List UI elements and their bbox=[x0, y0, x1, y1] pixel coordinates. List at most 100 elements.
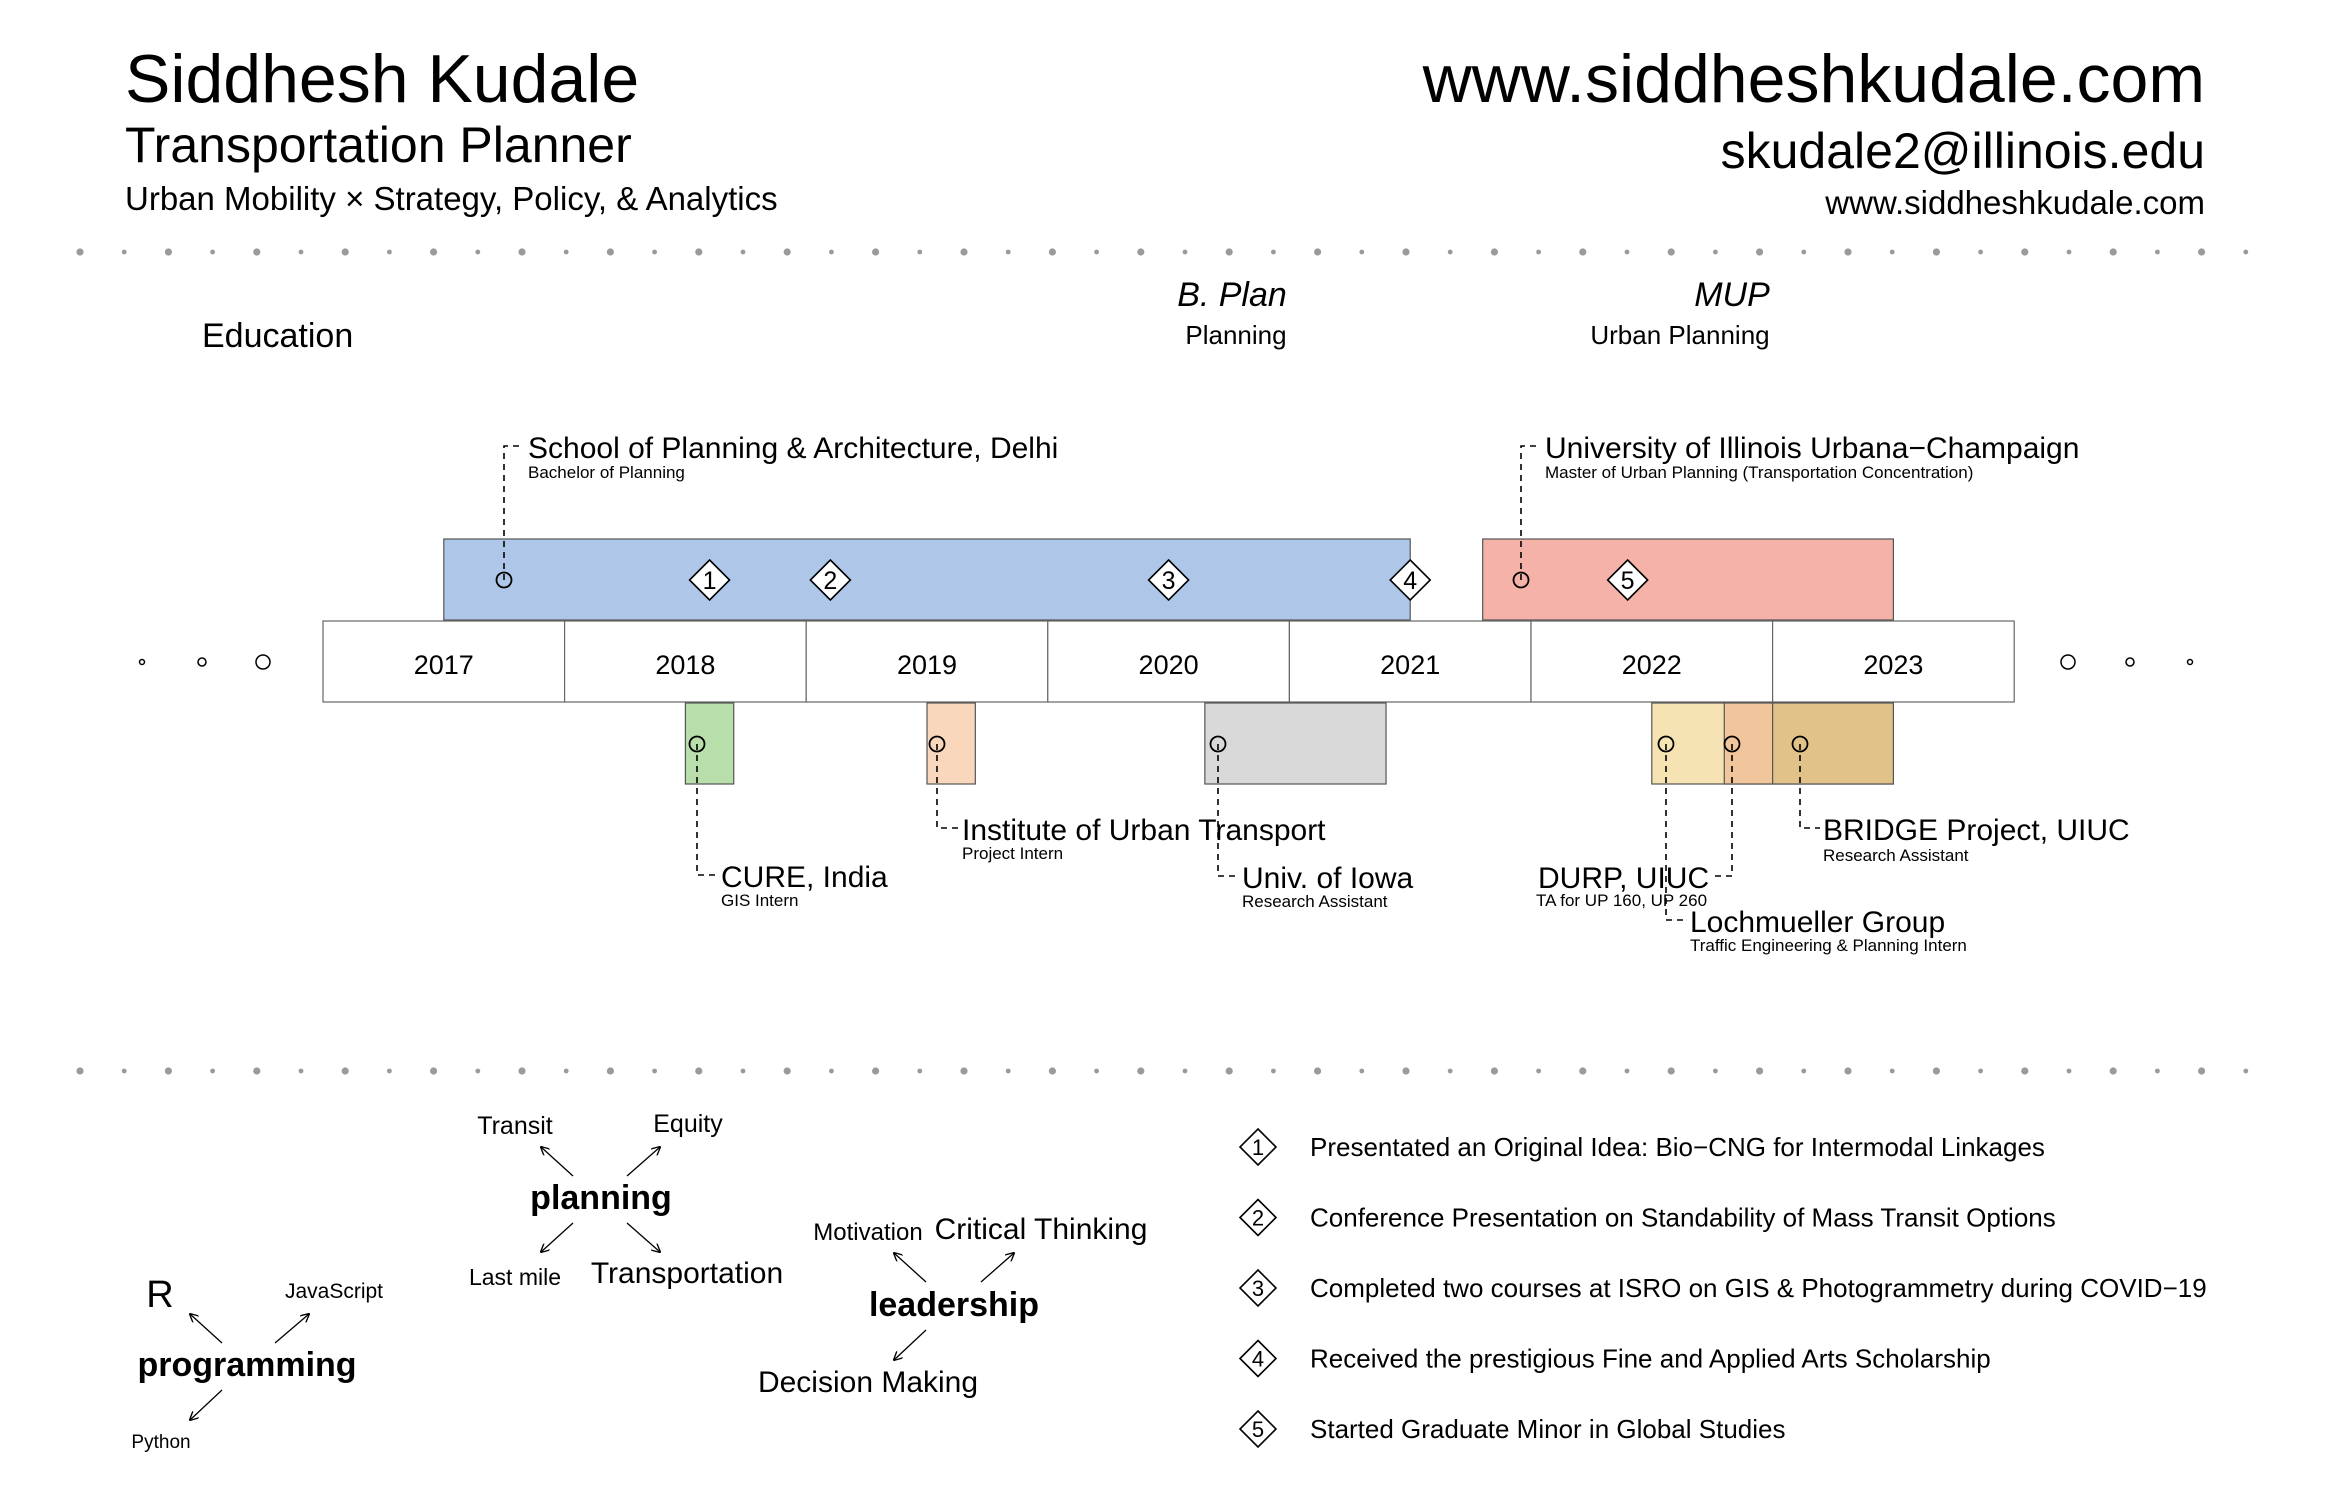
divider-dot bbox=[1536, 249, 1541, 255]
divider-dot bbox=[164, 1067, 172, 1075]
divider-dot bbox=[1624, 249, 1630, 255]
year-cell bbox=[805, 620, 1049, 703]
divider-dot bbox=[253, 1067, 261, 1075]
website-small[interactable]: www.siddheshkudale.com bbox=[1824, 184, 2205, 221]
axis-dot-left-3 bbox=[255, 654, 271, 670]
year-label: 2021 bbox=[1380, 650, 1440, 680]
divider-dot bbox=[1844, 248, 1852, 256]
org-iut: Institute of Urban Transport bbox=[962, 814, 1326, 847]
milestone-diamond bbox=[1606, 558, 1649, 602]
arrow-to-decision-making bbox=[894, 1329, 927, 1360]
divider-dot bbox=[2155, 1068, 2160, 1074]
achievement-text: Presentated an Original Idea: Bio−CNG fo… bbox=[1310, 1132, 2045, 1162]
divider-dot bbox=[1932, 248, 1940, 256]
divider-dot bbox=[1225, 1067, 1233, 1075]
divider-dot bbox=[1889, 1068, 1895, 1074]
leader-iut bbox=[936, 744, 958, 829]
org-lochmueller: Lochmueller Group bbox=[1690, 906, 1945, 939]
divider-dot bbox=[1756, 1067, 1764, 1075]
divider-dot bbox=[917, 249, 923, 255]
arrow-to-transit bbox=[541, 1147, 574, 1177]
pin-bridge bbox=[1791, 735, 1809, 753]
achievement-diamond bbox=[1238, 1409, 1278, 1449]
school-uiuc-detail: Master of Urban Planning (Transportation… bbox=[1545, 463, 1973, 482]
year-axis: 2017 2018 2019 2020 2021 2022 2023 bbox=[322, 620, 2015, 703]
divider-dot bbox=[2021, 248, 2029, 256]
skills-leadership: leadership Motivation Critical Thinking … bbox=[758, 1213, 1147, 1399]
divider-dot bbox=[695, 248, 703, 256]
divider-dot bbox=[2066, 1068, 2072, 1074]
divider-dot bbox=[695, 1067, 703, 1075]
divider-dot bbox=[518, 1067, 526, 1075]
skill-title-programming: programming bbox=[137, 1346, 356, 1384]
school-uiuc: University of Illinois Urbana−Champaign bbox=[1545, 432, 2079, 465]
divider-dot bbox=[1182, 1068, 1188, 1074]
skill-title-planning: planning bbox=[530, 1179, 672, 1217]
milestone-markers: 1 2 3 4 5 bbox=[688, 558, 1649, 602]
role-cure: GIS Intern bbox=[721, 891, 798, 910]
year-cell bbox=[1771, 620, 2015, 703]
leader-bridge bbox=[1799, 744, 1820, 829]
divider-dot bbox=[387, 249, 392, 255]
divider-dot bbox=[76, 1067, 84, 1075]
divider-dot bbox=[1667, 248, 1675, 256]
divider-dot bbox=[829, 249, 834, 255]
education-bar-spa bbox=[443, 538, 1411, 621]
divider-dot bbox=[2198, 1067, 2206, 1075]
milestone-diamond bbox=[1147, 558, 1190, 602]
divider-dot bbox=[210, 1068, 216, 1074]
year-label: 2017 bbox=[414, 650, 474, 680]
skill-equity: Equity bbox=[653, 1110, 723, 1138]
achievement-diamond bbox=[1238, 1268, 1278, 1308]
milestone-number: 3 bbox=[1162, 567, 1176, 595]
divider-dot bbox=[1579, 248, 1587, 256]
divider-dot bbox=[960, 1067, 968, 1075]
divider-dot bbox=[1402, 248, 1410, 256]
divider-dot bbox=[1359, 249, 1365, 255]
pin-uiuc bbox=[1512, 571, 1530, 589]
skill-transportation: Transportation bbox=[591, 1257, 783, 1290]
year-label: 2023 bbox=[1863, 650, 1923, 680]
skill-decision-making: Decision Making bbox=[758, 1366, 978, 1399]
website-large[interactable]: www.siddheshkudale.com bbox=[1422, 41, 2205, 117]
divider-dot bbox=[783, 248, 791, 256]
axis-dot-right-2 bbox=[2125, 657, 2135, 667]
school-spa-detail: Bachelor of Planning bbox=[528, 463, 685, 482]
org-bridge: BRIDGE Project, UIUC bbox=[1823, 814, 2130, 847]
pin-iowa bbox=[1209, 735, 1227, 753]
leader-cure bbox=[696, 744, 718, 876]
divider-dot bbox=[1094, 1068, 1099, 1074]
year-cell bbox=[322, 620, 566, 703]
divider-dot bbox=[1889, 249, 1895, 255]
year-cell bbox=[1047, 620, 1291, 703]
divider-dot bbox=[1137, 1067, 1145, 1075]
skill-last-mile: Last mile bbox=[469, 1264, 561, 1290]
email-address[interactable]: skudale2@illinois.edu bbox=[1721, 123, 2205, 179]
divider-dot bbox=[1359, 1068, 1365, 1074]
arrow-to-r bbox=[190, 1314, 223, 1344]
pin-lochmueller bbox=[1657, 735, 1675, 753]
degree-mup-field: Urban Planning bbox=[1590, 320, 1769, 350]
divider-dot bbox=[1490, 248, 1498, 256]
skill-transit: Transit bbox=[477, 1112, 553, 1140]
year-cell bbox=[563, 620, 807, 703]
divider-dot bbox=[1314, 1067, 1322, 1075]
org-cure: CURE, India bbox=[721, 861, 888, 894]
achievement-number: 4 bbox=[1252, 1347, 1264, 1372]
role-iut: Project Intern bbox=[962, 844, 1063, 863]
divider-dot bbox=[210, 249, 216, 255]
arrow-to-motivation bbox=[894, 1253, 927, 1283]
divider-dot bbox=[2198, 248, 2206, 256]
experience-bar-iowa bbox=[1204, 702, 1387, 785]
arrow-to-critical-thinking bbox=[980, 1253, 1014, 1283]
divider-dot bbox=[1932, 1067, 1940, 1075]
divider-dot bbox=[1005, 249, 1011, 255]
divider-dot bbox=[1667, 1067, 1675, 1075]
pin-iut bbox=[928, 735, 946, 753]
divider-dot bbox=[1137, 248, 1145, 256]
skill-r: R bbox=[146, 1274, 173, 1316]
education-label: Education bbox=[202, 317, 353, 355]
divider-dot bbox=[740, 249, 746, 255]
divider-dot bbox=[1579, 1067, 1587, 1075]
